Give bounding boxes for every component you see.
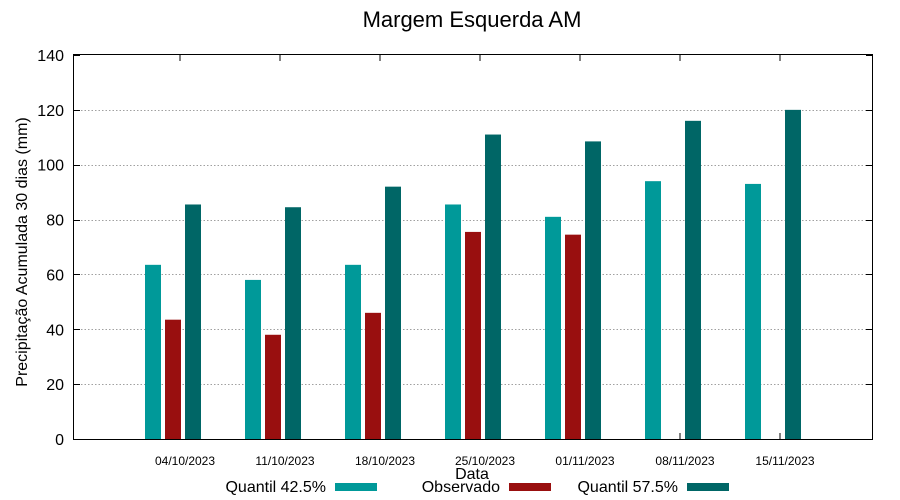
y-tick-label: 120 bbox=[37, 103, 64, 120]
x-tick-label: 11/10/2023 bbox=[255, 454, 314, 468]
x-tick-label: 15/11/2023 bbox=[755, 454, 814, 468]
x-tick-label: 18/10/2023 bbox=[355, 454, 415, 468]
bar bbox=[785, 109, 801, 439]
bar bbox=[245, 279, 261, 439]
bar bbox=[365, 312, 381, 439]
legend-swatch bbox=[687, 483, 729, 491]
bar bbox=[165, 319, 181, 439]
bar bbox=[445, 204, 461, 439]
bar bbox=[345, 264, 361, 439]
chart-title: Margem Esquerda AM bbox=[363, 7, 582, 32]
legend-swatch bbox=[335, 483, 377, 491]
legend-label: Quantil 42.5% bbox=[225, 479, 326, 496]
y-tick-label: 140 bbox=[37, 48, 64, 65]
x-tick-label: 01/11/2023 bbox=[555, 454, 614, 468]
bar bbox=[685, 120, 701, 439]
y-axis-label: Precipitação Acumulada 30 dias (mm) bbox=[14, 117, 31, 386]
bar bbox=[265, 334, 281, 439]
y-tick-label: 60 bbox=[46, 267, 64, 284]
bar bbox=[185, 204, 201, 439]
y-tick-label: 80 bbox=[46, 213, 64, 230]
legend-swatch bbox=[509, 483, 551, 491]
plot-frame bbox=[73, 54, 873, 440]
legend-label: Quantil 57.5% bbox=[577, 479, 678, 496]
bar bbox=[385, 186, 401, 439]
bar bbox=[465, 231, 481, 439]
bar bbox=[585, 141, 601, 439]
y-tick-label: 0 bbox=[55, 432, 64, 449]
y-tick-label: 20 bbox=[46, 377, 64, 394]
y-tick-label: 100 bbox=[37, 158, 64, 175]
bar bbox=[545, 216, 561, 439]
y-tick-label: 40 bbox=[46, 322, 64, 339]
bar bbox=[565, 234, 581, 439]
bar bbox=[485, 134, 501, 440]
bar bbox=[145, 264, 161, 439]
x-tick-label: 04/10/2023 bbox=[155, 454, 215, 468]
bar bbox=[645, 181, 661, 439]
x-tick-label: 08/11/2023 bbox=[655, 454, 714, 468]
bar bbox=[285, 207, 301, 439]
x-axis-label: Data bbox=[455, 466, 489, 483]
legend-label: Observado bbox=[422, 479, 500, 496]
bars-layer bbox=[145, 109, 801, 440]
y-tick-labels: 0 20 40 60 80 100 120 140 bbox=[37, 48, 64, 449]
legend: Quantil 42.5% Observado Quantil 57.5% bbox=[225, 479, 729, 496]
bar bbox=[745, 183, 761, 439]
x-tick-labels: 04/10/2023 11/10/2023 18/10/2023 25/10/2023… bbox=[155, 454, 815, 468]
x-tick-label: 25/10/2023 bbox=[455, 454, 515, 468]
